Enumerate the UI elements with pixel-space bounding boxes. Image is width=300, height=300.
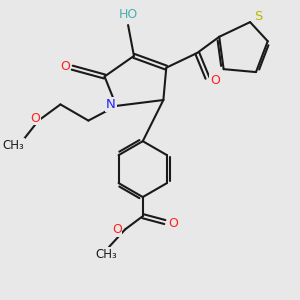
Text: O: O <box>31 112 40 125</box>
Text: N: N <box>106 98 116 111</box>
Text: CH₃: CH₃ <box>2 139 24 152</box>
Text: O: O <box>168 217 178 230</box>
Text: S: S <box>254 10 262 23</box>
Text: O: O <box>210 74 220 87</box>
Text: HO: HO <box>118 8 138 21</box>
Text: O: O <box>60 60 70 73</box>
Text: CH₃: CH₃ <box>95 248 117 261</box>
Text: O: O <box>112 223 122 236</box>
